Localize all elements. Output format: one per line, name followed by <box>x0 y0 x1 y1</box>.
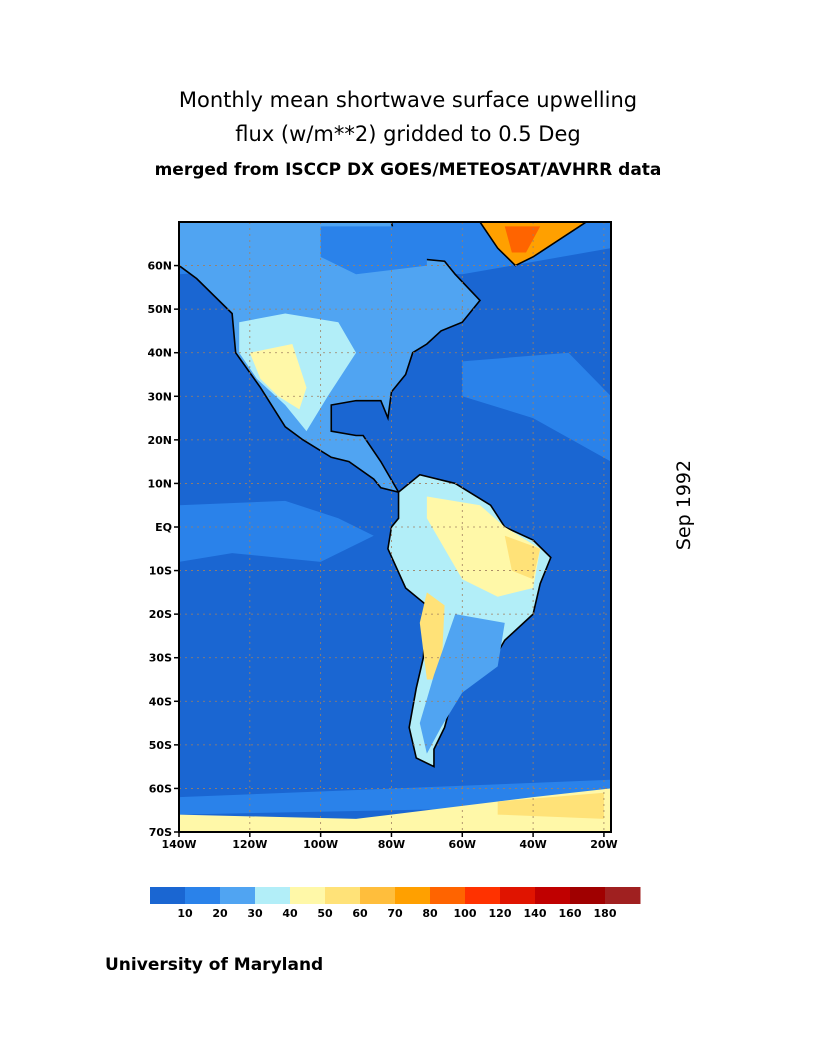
colorbar-label: 180 <box>594 907 617 920</box>
title-line-2: flux (w/m**2) gridded to 0.5 Deg <box>235 122 581 146</box>
colorbar-label: 80 <box>422 907 438 920</box>
colorbar-swatch <box>290 887 326 904</box>
colorbar-label: 120 <box>489 907 512 920</box>
lat-tick-label: 40S <box>149 695 172 708</box>
colorbar-swatch <box>535 887 571 904</box>
lat-tick-label: 50S <box>149 739 172 752</box>
amazon-field <box>426 496 541 597</box>
colorbar-label: 40 <box>282 907 298 920</box>
desert-field <box>249 344 307 410</box>
colorbar-swatch <box>570 887 606 904</box>
colorbar-swatch <box>220 887 256 904</box>
lat-tick-label: 50N <box>147 303 172 316</box>
footer-credit: University of Maryland <box>105 955 324 975</box>
lon-tick-label: 40W <box>519 838 546 851</box>
lon-tick-label: 120W <box>232 838 267 851</box>
lat-tick-label: 70S <box>149 826 172 839</box>
southern-sa-field <box>419 614 505 754</box>
colorbar-swatch <box>150 887 186 904</box>
lat-tick-label: 40N <box>147 347 172 360</box>
northeast-brazil <box>504 535 541 580</box>
canada-field <box>320 226 427 275</box>
colorbar-swatch <box>465 887 501 904</box>
colorbar-label: 20 <box>212 907 228 920</box>
colorbar-label: 10 <box>177 907 193 920</box>
lat-tick-label: 10N <box>147 477 172 490</box>
colorbar-label: 30 <box>247 907 263 920</box>
colorbar-label: 60 <box>352 907 368 920</box>
lat-tick-label: 20N <box>147 434 172 447</box>
atlantic-band <box>462 352 611 462</box>
colorbar-swatch <box>500 887 536 904</box>
colorbar-label: 160 <box>559 907 582 920</box>
lat-tick-label: EQ <box>155 521 172 534</box>
colorbar-label: 50 <box>317 907 333 920</box>
colorbar-swatch <box>255 887 291 904</box>
greenland-core <box>504 226 541 253</box>
lon-tick-label: 60W <box>449 838 476 851</box>
lat-tick-label: 10S <box>149 565 172 578</box>
antarctica-field <box>179 788 611 832</box>
colorbar-swatch <box>185 887 221 904</box>
colorbar-swatch <box>430 887 466 904</box>
lon-tick-label: 80W <box>378 838 405 851</box>
colorbar-label: 140 <box>524 907 547 920</box>
field-layer <box>179 222 611 832</box>
colorbar-label: 100 <box>454 907 477 920</box>
colorbar-label: 70 <box>387 907 403 920</box>
lat-tick-label: 20S <box>149 608 172 621</box>
lon-tick-label: 140W <box>161 838 196 851</box>
equatorial-band <box>179 500 374 562</box>
date-label: Sep 1992 <box>673 459 695 551</box>
lon-tick-label: 20W <box>590 838 617 851</box>
colorbar-swatch <box>325 887 361 904</box>
lat-tick-label: 30S <box>149 652 172 665</box>
colorbar-swatch <box>360 887 396 904</box>
lat-tick-label: 60S <box>149 782 172 795</box>
lat-tick-label: 30N <box>147 390 172 403</box>
title-line-1: Monthly mean shortwave surface upwelling <box>178 88 638 112</box>
colorbar-swatch <box>395 887 431 904</box>
antarctica-bright <box>497 792 604 819</box>
title-line-3: merged from ISCCP DX GOES/METEOSAT/AVHRR… <box>154 160 662 180</box>
lon-tick-label: 100W <box>303 838 338 851</box>
lat-tick-label: 60N <box>147 260 172 273</box>
colorbar-swatch <box>605 887 641 904</box>
